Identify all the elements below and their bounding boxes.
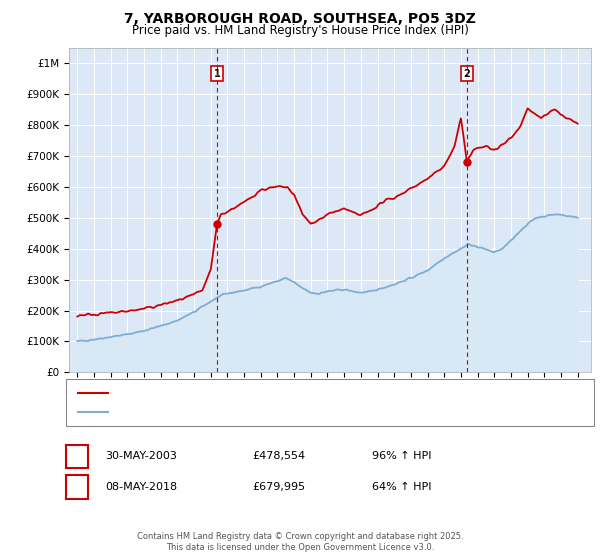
Text: 7, YARBOROUGH ROAD, SOUTHSEA, PO5 3DZ (detached house): 7, YARBOROUGH ROAD, SOUTHSEA, PO5 3DZ (d…	[114, 388, 445, 398]
Text: Contains HM Land Registry data © Crown copyright and database right 2025.
This d: Contains HM Land Registry data © Crown c…	[137, 532, 463, 552]
Text: £679,995: £679,995	[252, 482, 305, 492]
Text: 2: 2	[464, 68, 470, 78]
Text: 7, YARBOROUGH ROAD, SOUTHSEA, PO5 3DZ: 7, YARBOROUGH ROAD, SOUTHSEA, PO5 3DZ	[124, 12, 476, 26]
Text: 1: 1	[73, 451, 81, 461]
Text: 2: 2	[73, 482, 81, 492]
Text: 1: 1	[214, 68, 220, 78]
Text: 08-MAY-2018: 08-MAY-2018	[105, 482, 177, 492]
Text: Price paid vs. HM Land Registry's House Price Index (HPI): Price paid vs. HM Land Registry's House …	[131, 24, 469, 36]
Text: 96% ↑ HPI: 96% ↑ HPI	[372, 451, 431, 461]
Text: £478,554: £478,554	[252, 451, 305, 461]
Text: 64% ↑ HPI: 64% ↑ HPI	[372, 482, 431, 492]
Text: HPI: Average price, detached house, Portsmouth: HPI: Average price, detached house, Port…	[114, 407, 367, 417]
Text: 30-MAY-2003: 30-MAY-2003	[105, 451, 177, 461]
